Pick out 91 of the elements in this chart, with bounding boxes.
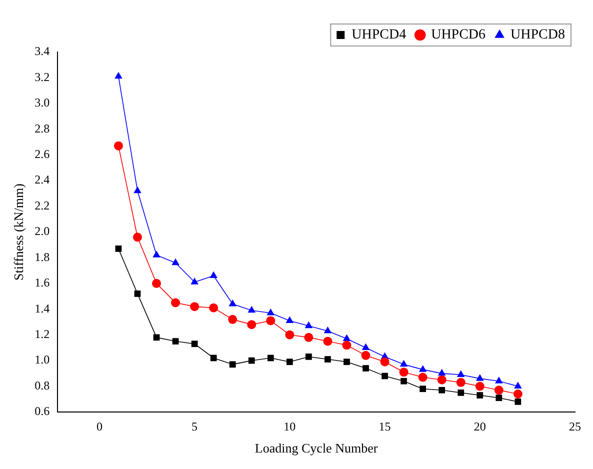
y-tick-label: 1.4 xyxy=(34,301,50,316)
point xyxy=(209,303,218,312)
point xyxy=(248,306,256,313)
point xyxy=(306,354,312,360)
point xyxy=(172,258,180,266)
point xyxy=(267,354,274,362)
point xyxy=(514,398,522,405)
y-tick-label: 3.0 xyxy=(34,96,50,110)
point xyxy=(191,340,198,348)
point xyxy=(172,338,179,344)
point xyxy=(476,374,484,381)
point xyxy=(153,334,160,341)
point xyxy=(266,316,276,326)
point xyxy=(438,386,446,394)
point xyxy=(362,343,370,350)
point xyxy=(456,370,465,377)
y-tick-label: 2.0 xyxy=(34,224,50,238)
point xyxy=(134,186,142,194)
point xyxy=(418,372,428,382)
point xyxy=(285,330,294,340)
point xyxy=(475,382,484,391)
point xyxy=(132,232,142,242)
point xyxy=(286,358,293,366)
point xyxy=(152,278,162,288)
point xyxy=(247,320,256,330)
point xyxy=(228,314,238,324)
x-tick-label: 20 xyxy=(474,419,486,434)
y-tick-label: 3.4 xyxy=(34,44,50,58)
x-tick-label: 5 xyxy=(192,419,198,434)
y-tick-label: 0.6 xyxy=(34,404,50,418)
point xyxy=(229,361,236,368)
point xyxy=(114,72,122,79)
legend-label: UHPCD6 xyxy=(431,28,486,43)
point xyxy=(495,376,503,384)
point xyxy=(115,246,122,252)
point xyxy=(266,308,275,316)
point xyxy=(438,368,446,376)
point xyxy=(190,278,198,284)
legend-label: UHPCD8 xyxy=(510,28,566,43)
point xyxy=(382,372,388,380)
point xyxy=(324,326,332,334)
y-tick-label: 3.2 xyxy=(34,70,50,84)
point xyxy=(210,354,217,362)
point xyxy=(361,350,370,360)
point xyxy=(494,386,504,395)
x-tick-label: 15 xyxy=(378,419,391,434)
point xyxy=(210,271,218,278)
point xyxy=(344,358,350,366)
y-tick-label: 1.2 xyxy=(34,327,50,342)
point xyxy=(342,334,351,341)
x-tick-label: 25 xyxy=(569,419,581,434)
y-tick-label: 2.2 xyxy=(34,198,50,212)
point xyxy=(304,321,313,328)
point xyxy=(380,357,390,366)
point xyxy=(248,357,255,364)
point xyxy=(399,368,408,377)
x-tick-label: 0 xyxy=(96,419,102,434)
y-tick-label: 1.8 xyxy=(34,250,50,264)
point xyxy=(420,386,426,392)
y-tick-label: 1.6 xyxy=(34,276,50,290)
point xyxy=(286,316,294,323)
point xyxy=(514,382,522,389)
point xyxy=(437,375,446,384)
x-axis-title: Loading Cycle Number xyxy=(254,440,378,456)
y-axis-title: Stiffness (kN/mm) xyxy=(11,184,26,280)
x-tick-label: 10 xyxy=(284,419,296,434)
point xyxy=(134,290,141,297)
y-tick-label: 2.8 xyxy=(34,121,50,136)
point xyxy=(114,141,123,150)
point xyxy=(152,250,160,258)
point xyxy=(400,378,407,384)
y-tick-label: 2.4 xyxy=(34,172,50,187)
point xyxy=(418,365,427,372)
point xyxy=(496,394,502,402)
point xyxy=(458,390,464,396)
point xyxy=(342,340,352,350)
point xyxy=(171,298,180,308)
y-tick-label: 0.8 xyxy=(34,378,50,392)
point xyxy=(304,332,314,342)
point xyxy=(323,336,332,346)
legend-label: UHPCD4 xyxy=(352,28,406,43)
y-tick-label: 1.0 xyxy=(34,352,50,367)
point xyxy=(456,378,466,387)
point xyxy=(476,392,484,398)
point xyxy=(324,356,331,362)
y-tick-label: 2.6 xyxy=(34,147,50,162)
point xyxy=(190,302,200,312)
point xyxy=(362,365,369,372)
point xyxy=(228,300,236,306)
point xyxy=(400,360,408,367)
point xyxy=(513,390,522,398)
